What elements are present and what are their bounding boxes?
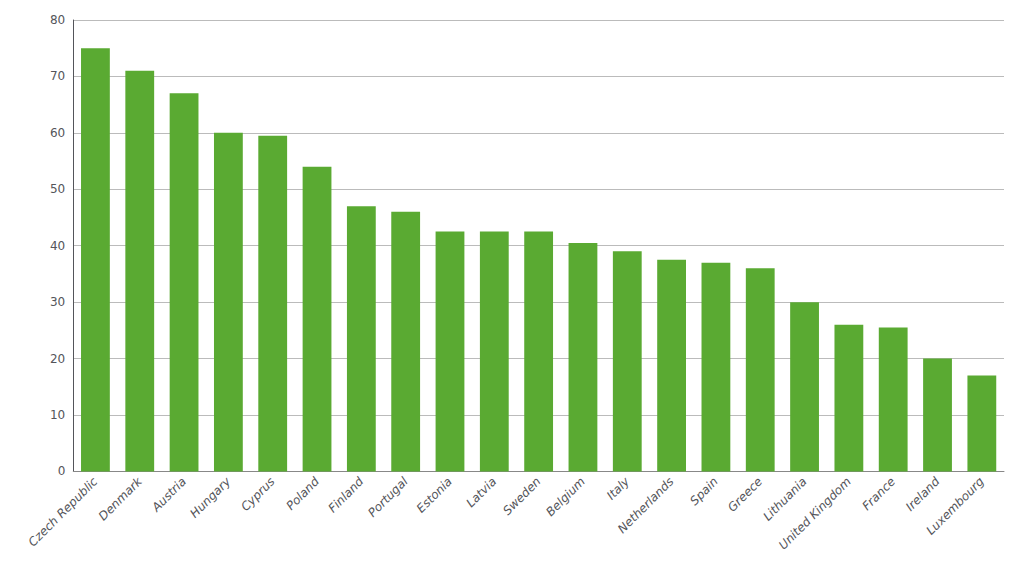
- svg-text:20: 20: [50, 352, 65, 366]
- svg-text:Belgium: Belgium: [543, 474, 588, 519]
- svg-text:Estonia: Estonia: [414, 474, 455, 515]
- svg-text:30: 30: [50, 295, 65, 309]
- svg-text:Finland: Finland: [326, 474, 367, 515]
- svg-text:70: 70: [50, 69, 65, 83]
- svg-text:Sweden: Sweden: [500, 474, 543, 517]
- svg-text:10: 10: [50, 408, 65, 422]
- svg-text:Austria: Austria: [148, 474, 189, 515]
- svg-text:80: 80: [50, 13, 65, 27]
- svg-text:Greece: Greece: [725, 474, 765, 514]
- svg-text:Spain: Spain: [687, 474, 721, 508]
- svg-text:0: 0: [58, 464, 66, 478]
- svg-text:Cyprus: Cyprus: [238, 474, 277, 513]
- svg-text:France: France: [859, 474, 898, 513]
- svg-text:Lithuania: Lithuania: [760, 474, 810, 524]
- svg-text:Portugal: Portugal: [365, 474, 411, 520]
- svg-text:Latvia: Latvia: [464, 474, 500, 510]
- svg-text:Netherlands: Netherlands: [615, 474, 677, 536]
- svg-text:Hungary: Hungary: [187, 474, 234, 521]
- svg-text:Czech Republic: Czech Republic: [26, 474, 101, 549]
- svg-text:40: 40: [50, 239, 65, 253]
- svg-text:Luxembourg: Luxembourg: [924, 474, 988, 538]
- svg-text:Ireland: Ireland: [903, 474, 943, 514]
- svg-text:Italy: Italy: [604, 474, 633, 503]
- svg-text:Denmark: Denmark: [96, 474, 146, 524]
- svg-text:60: 60: [50, 126, 65, 140]
- svg-text:Poland: Poland: [283, 474, 322, 513]
- svg-text:50: 50: [50, 182, 65, 196]
- svg-text:United Kingdom: United Kingdom: [776, 474, 854, 552]
